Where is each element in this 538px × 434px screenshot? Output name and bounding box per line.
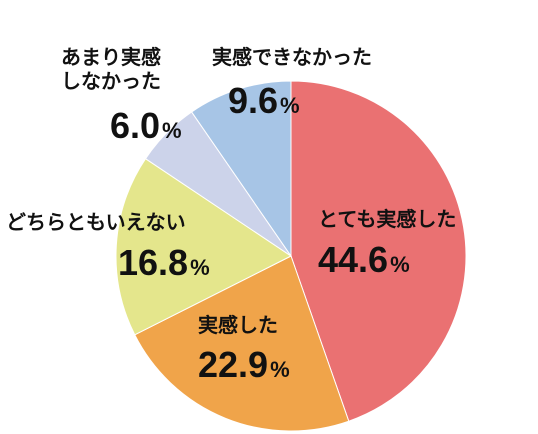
slice-value-4: 6.0%	[110, 105, 182, 146]
slice-label-1: とても実感した	[318, 207, 456, 231]
pie-labels: とても実感した 44.6% 実感した 22.9% どちらともいえない 16.8% あまり実感…	[6, 45, 456, 385]
pie-slice-3	[115, 157, 292, 336]
slice-label-4-line-2: しなかった	[61, 69, 161, 93]
slice-label-4-line-1: あまり実感	[61, 45, 161, 69]
pie-slice-1	[290, 80, 467, 422]
slice-value-2: 22.9%	[198, 344, 290, 385]
slice-value-1: 44.6%	[318, 239, 410, 280]
slice-label-5: 実感できなかった	[212, 45, 372, 69]
slice-value-3: 16.8%	[118, 242, 210, 283]
pie-slice-2	[134, 255, 350, 432]
slice-label-3: どちらともいえない	[6, 210, 186, 234]
pie-slices	[115, 80, 467, 432]
pie-slice-5	[190, 80, 292, 258]
slice-label-2: 実感した	[198, 313, 278, 337]
slice-value-5: 9.6%	[228, 80, 300, 121]
